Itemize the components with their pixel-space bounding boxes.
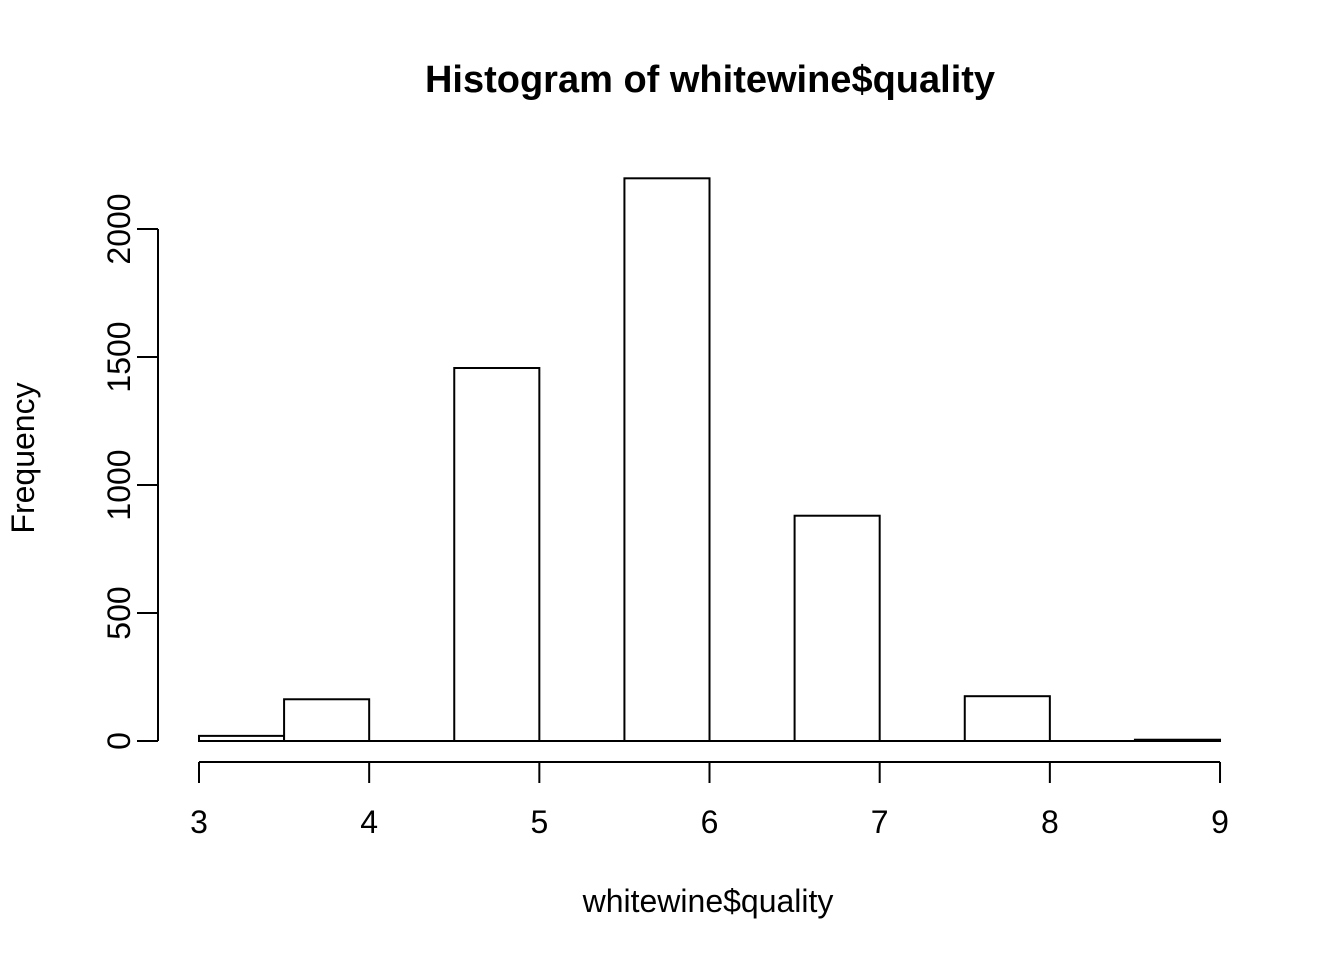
histogram-bar [453,367,541,742]
x-tick-label: 6 [701,804,719,840]
x-tick-label: 8 [1041,804,1059,840]
histogram-bar [1133,738,1222,742]
x-tick-label: 9 [1211,804,1229,840]
histogram-bar [198,734,286,743]
x-tick-label: 7 [871,804,889,840]
histogram-bar [283,698,371,742]
histogram-bar [793,514,881,742]
chart-title: Histogram of whitewine$quality [424,59,996,101]
x-axis-label: whitewine$quality [582,883,834,919]
y-tick-label: 1000 [101,449,137,520]
y-tick-label: 500 [101,586,137,639]
x-tick-label: 5 [530,804,548,840]
y-tick-label: 2000 [101,193,137,264]
y-tick-label: 1500 [101,321,137,392]
x-tick-label: 4 [360,804,378,840]
histogram-bar [623,177,711,742]
y-tick-label: 0 [101,732,137,750]
x-tick-label: 3 [190,804,208,840]
histogram-bar [963,695,1051,743]
